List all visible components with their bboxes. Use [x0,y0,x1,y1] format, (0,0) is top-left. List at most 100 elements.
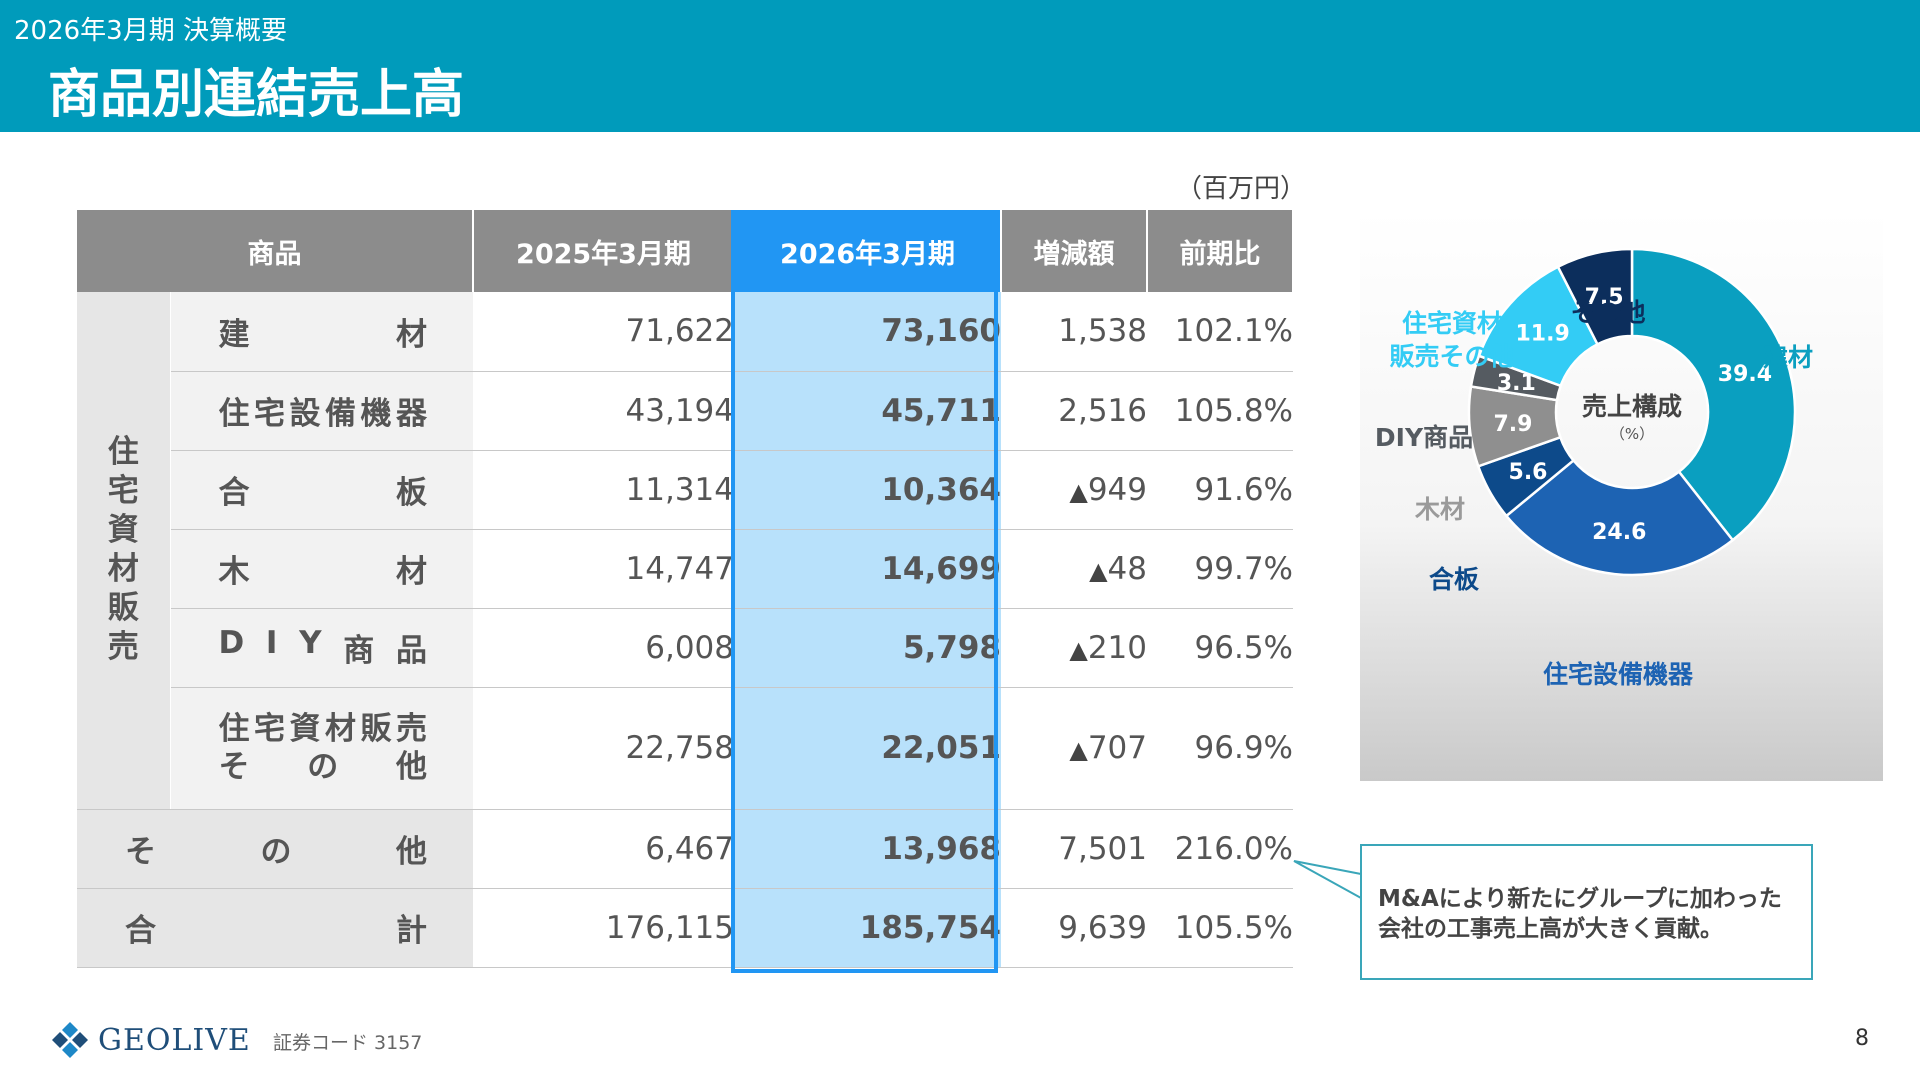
row-name: 建材 [218,316,428,353]
row-name-cell: 住宅資材販売 その他 [170,687,474,810]
prev-value: 71,622 [473,292,734,372]
ratio-value: 91.6% [1147,450,1293,530]
cur-value: 5,798 [734,608,1001,688]
header-ratio: 前期比 [1147,210,1294,292]
row-name-cell: 住宅設備機器 [170,371,473,451]
chart-center-title: 売上構成 [1582,392,1682,421]
row-name-cell: 合計 [77,888,473,968]
row-name-cell: 合板 [170,450,473,530]
stock-code: 証券コード 3157 [273,1032,423,1054]
header-prev: 2025年3月期 [473,210,735,292]
slice-value-label: 5.6 [1509,460,1548,485]
composition-chart-panel: 39.4 建材 24.6 住宅設備機器 5.6 合板 7.9 木材 3.1 DIY商品 11.9 住宅… [1360,210,1883,781]
table-header-row: 商品 2025年3月期 2026年3月期 増減額 前期比 [77,210,1294,292]
cur-value: 13,968 [734,809,1001,889]
callout-line2: 会社の工事売上高が大きく貢献。 [1378,916,1723,942]
change-value: ▲210 [1001,608,1147,688]
change-number: 48 [1107,550,1147,587]
change-value: 9,639 [1001,888,1147,968]
decrease-triangle-icon: ▲ [1069,477,1088,506]
page-number: 8 [1855,1026,1869,1051]
page-subtitle: 2026年3月期 決算概要 [14,16,287,46]
slice-value-label: 11.9 [1515,322,1569,347]
group-label-cell: 住宅資材販売 [77,292,171,810]
ratio-value: 105.8% [1147,371,1293,451]
slice-value-label: 7.5 [1585,285,1624,310]
sales-table: 商品 2025年3月期 2026年3月期 増減額 前期比 住宅資材販売 建材 7… [77,210,1294,968]
change-number: 2,516 [1058,392,1147,429]
table-row: 木材 14,747 14,699 ▲48 99.7% [77,529,1293,609]
decrease-triangle-icon: ▲ [1069,635,1088,664]
change-number: 7,501 [1058,830,1147,867]
decrease-triangle-icon: ▲ [1069,736,1088,764]
row-name: 合板 [218,475,428,511]
chart-center-unit: （%） [1610,425,1654,443]
slice-category-label: 木材 [1414,495,1465,524]
row-name-line1: 住宅資材販売 [218,711,428,747]
cur-value: 10,364 [734,450,1001,530]
row-name: 合計 [125,913,427,949]
cur-value: 73,160 [734,292,1001,372]
table-row: 住宅資材販売 その他 22,758 22,051 ▲707 96.9% [77,687,1293,810]
row-name-cell: その他 [77,809,473,889]
row-name: その他 [125,834,427,870]
logo-text: GEOLIVE [98,1022,251,1058]
cur-value: 185,754 [734,888,1001,968]
donut-slice [1504,458,1735,577]
header-bar: 2026年3月期 決算概要 商品別連結売上高 [0,0,1920,132]
cur-value: 14,699 [734,529,1001,609]
change-value: ▲48 [1001,529,1147,609]
change-value: 1,538 [1001,292,1147,372]
slice-value-label: 24.6 [1592,520,1646,545]
slice-category-label: 住宅資材 [1402,309,1502,338]
table-row: その他 6,467 13,968 7,501 216.0% [77,809,1293,889]
slice-category-label: 販売その他 [1389,342,1514,371]
cur-value: 22,051 [734,687,1001,810]
ratio-value: 99.7% [1147,529,1293,609]
change-number: 1,538 [1058,313,1147,350]
slice-category-label: 建材 [1763,343,1813,372]
unit-label: （百万円） [1176,174,1307,204]
page-title: 商品別連結売上高 [48,65,465,125]
table-row: 住宅資材販売 建材 71,622 73,160 1,538 102.1% [77,292,1293,810]
change-number: 9,639 [1058,909,1147,946]
table-row: 合板 11,314 10,364 ▲949 91.6% [77,450,1293,530]
logo-mark-icon [52,1022,88,1058]
ratio-value: 102.1% [1147,292,1293,372]
prev-value: 6,008 [473,608,734,688]
ratio-value: 96.9% [1147,687,1293,810]
ratio-value: 105.5% [1147,888,1293,968]
header-change: 増減額 [1001,210,1148,292]
slice-category-label: 住宅設備機器 [1543,660,1694,689]
slice-category-label: 合板 [1429,565,1479,594]
change-value: ▲949 [1001,450,1147,530]
change-number: 210 [1087,629,1147,666]
donut-chart: 39.4建材24.6住宅設備機器5.6合板7.9木材3.1DIY商品11.9住宅… [1375,247,1813,689]
company-logo: GEOLIVE [50,1020,251,1060]
row-name-cell: 建材 [170,292,473,372]
header-product: 商品 [77,210,474,292]
change-value: ▲707 [1001,687,1147,810]
prev-value: 22,758 [473,687,734,810]
row-name: 木材 [218,554,428,590]
group-label: 住宅資材販売 [107,434,139,666]
change-value: 7,501 [1001,809,1147,889]
row-name-cell: 木材 [170,529,473,609]
slice-category-label: DIY商品 [1375,423,1473,452]
row-name-line2: その他 [218,749,428,785]
slice-value-label: 7.9 [1494,412,1533,437]
table-row-total: 合計 176,115 185,754 9,639 105.5% [77,888,1293,968]
prev-value: 176,115 [473,888,734,968]
donut-slice [1556,247,1634,346]
row-name: 住宅資材販売 その他 [171,710,474,786]
change-number: 707 [1087,730,1147,766]
prev-value: 43,194 [473,371,734,451]
prev-value: 14,747 [473,529,734,609]
decrease-triangle-icon: ▲ [1089,556,1108,585]
table-row: 住宅設備機器 43,194 45,711 2,516 105.8% [77,371,1293,451]
change-number: 949 [1087,471,1147,508]
row-name: 住宅設備機器 [218,396,428,432]
